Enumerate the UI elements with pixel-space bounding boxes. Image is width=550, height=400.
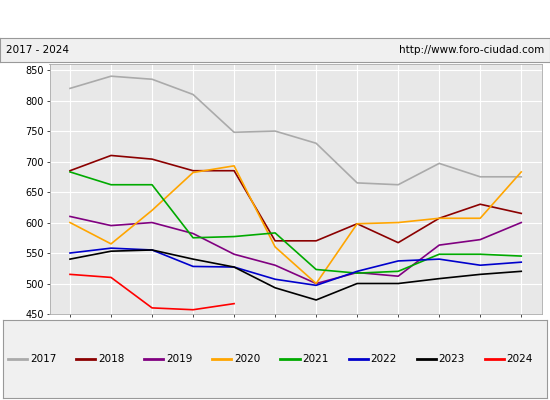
Text: 2017 - 2024: 2017 - 2024 xyxy=(6,45,69,55)
Text: 2018: 2018 xyxy=(98,354,124,364)
Text: 2019: 2019 xyxy=(166,354,192,364)
Text: Evolucion del paro registrado en A Guarda: Evolucion del paro registrado en A Guard… xyxy=(128,12,422,26)
Text: 2021: 2021 xyxy=(302,354,328,364)
Text: 2017: 2017 xyxy=(30,354,56,364)
Text: 2024: 2024 xyxy=(507,354,533,364)
Text: http://www.foro-ciudad.com: http://www.foro-ciudad.com xyxy=(399,45,544,55)
Text: 2023: 2023 xyxy=(438,354,465,364)
Text: 2022: 2022 xyxy=(370,354,397,364)
Text: 2020: 2020 xyxy=(234,354,260,364)
